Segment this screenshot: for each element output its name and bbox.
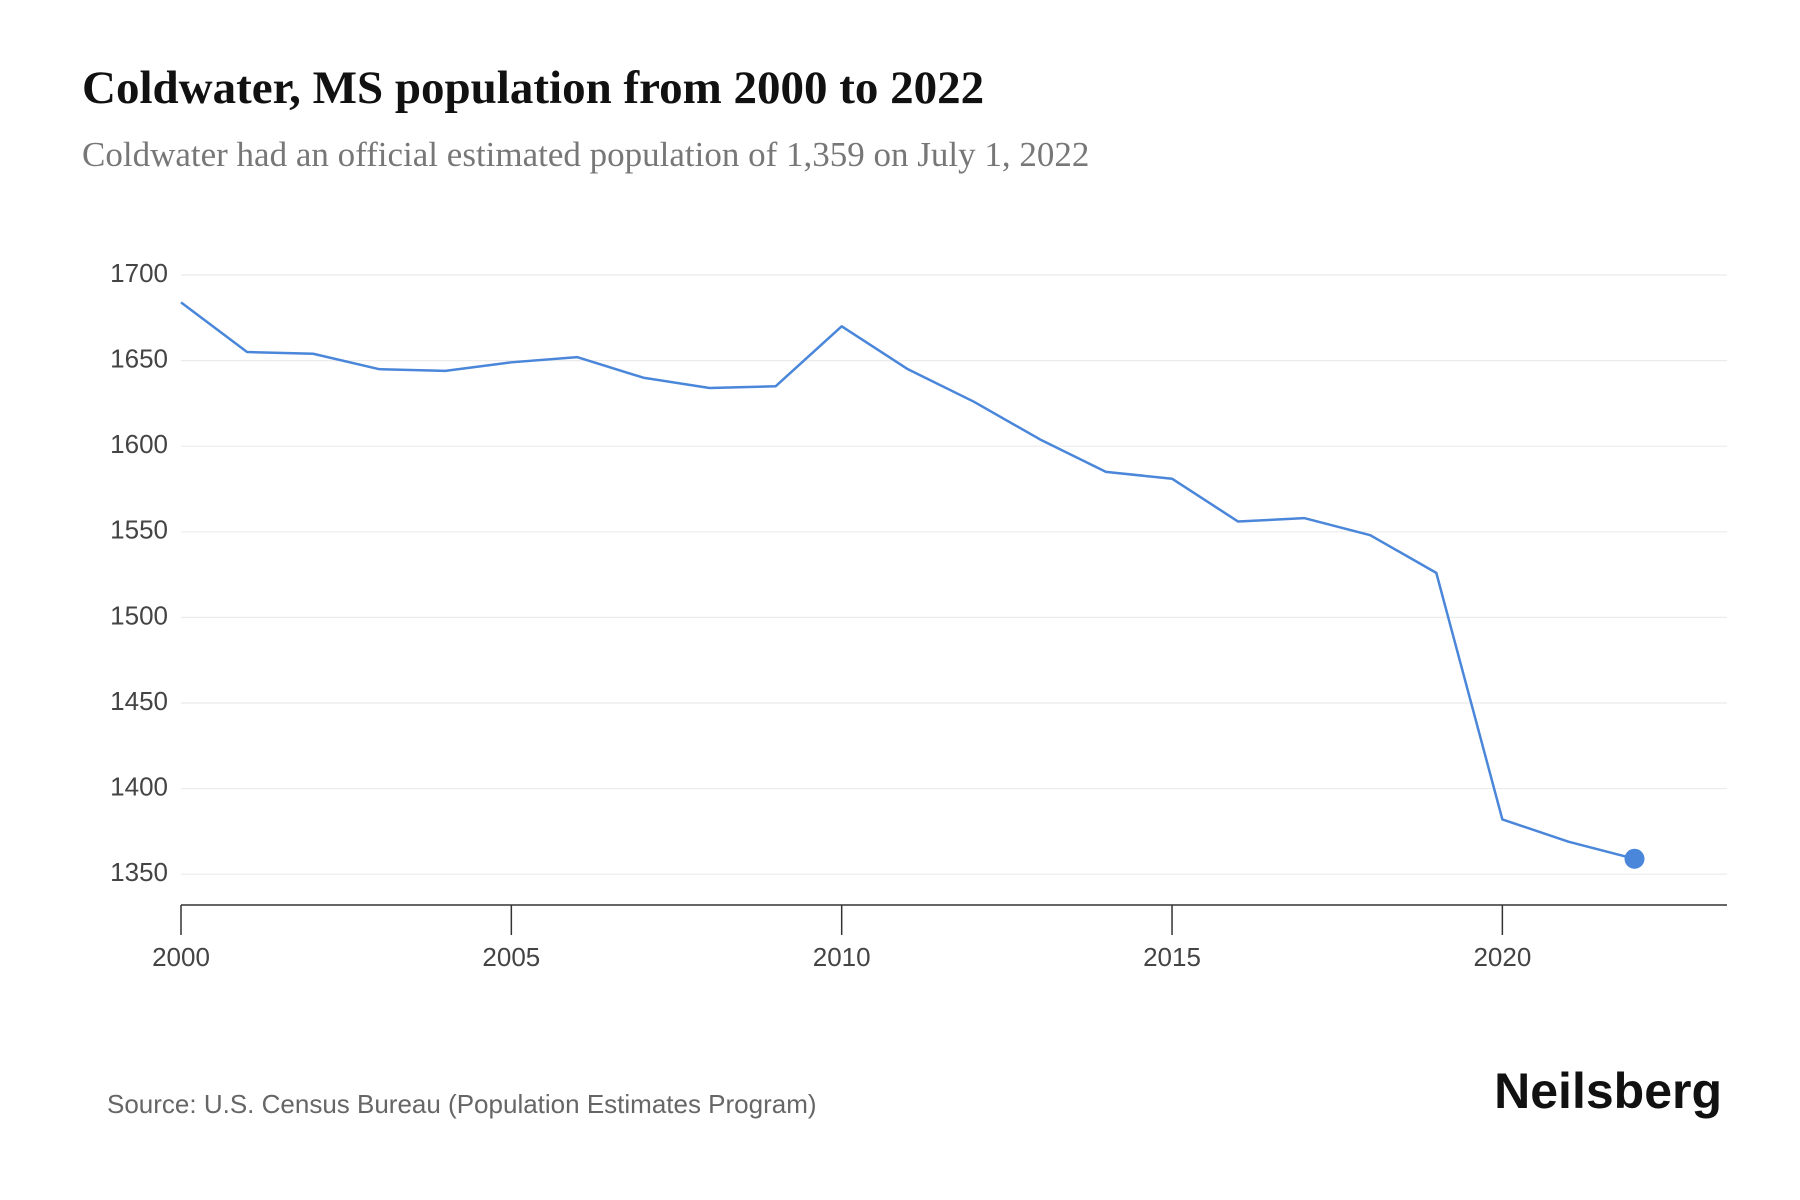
y-tick-label: 1450	[110, 686, 168, 716]
y-tick-label: 1350	[110, 857, 168, 887]
y-tick-label: 1400	[110, 771, 168, 801]
chart-title: Coldwater, MS population from 2000 to 20…	[82, 62, 984, 114]
x-tick-label: 2010	[813, 942, 871, 972]
x-tick-label: 2005	[482, 942, 540, 972]
chart-subtitle: Coldwater had an official estimated popu…	[82, 135, 1089, 174]
y-tick-label: 1650	[110, 343, 168, 373]
source-note: Source: U.S. Census Bureau (Population E…	[107, 1089, 817, 1119]
x-tick-label: 2000	[152, 942, 210, 972]
brand-logo: Neilsberg	[1494, 1063, 1722, 1119]
y-tick-label: 1600	[110, 429, 168, 459]
point-marker	[1624, 848, 1645, 869]
y-tick-label: 1700	[110, 258, 168, 288]
x-tick-label: 2020	[1473, 942, 1531, 972]
y-tick-label: 1500	[110, 600, 168, 630]
x-tick-label: 2015	[1143, 942, 1201, 972]
line-series	[180, 301, 1635, 860]
y-tick-label: 1550	[110, 515, 168, 545]
